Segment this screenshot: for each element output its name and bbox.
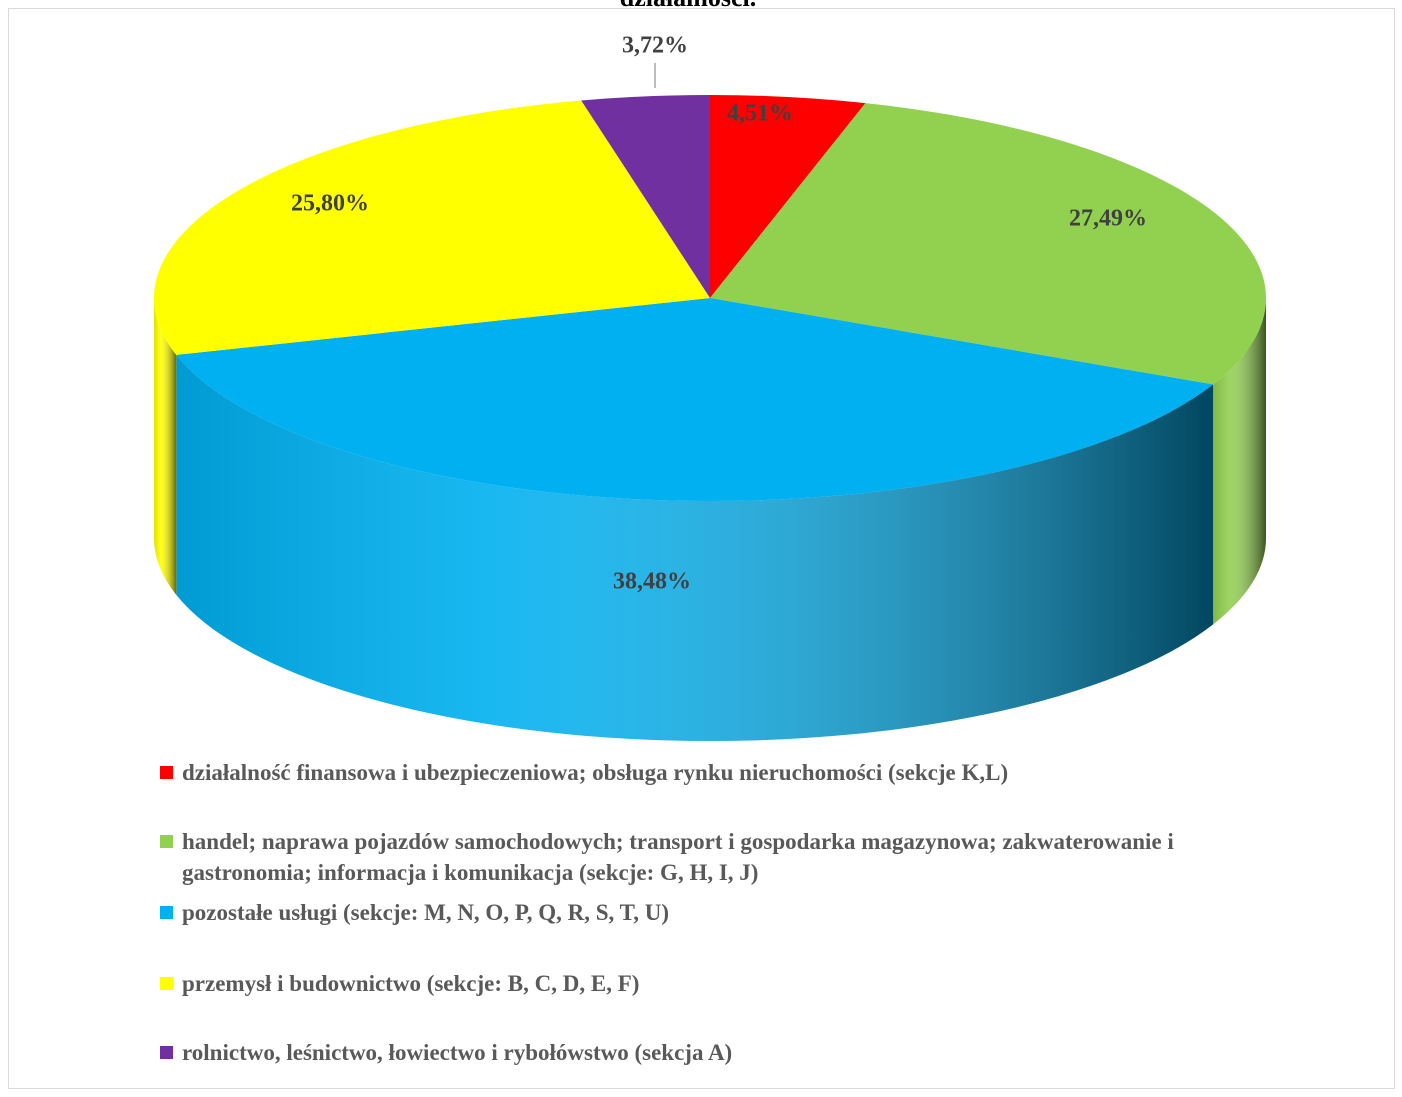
- legend-swatch: [160, 835, 173, 848]
- data-label: 3,72%: [622, 33, 688, 59]
- legend-swatch: [160, 977, 173, 990]
- slice: [154, 100, 710, 355]
- legend-swatch: [160, 1046, 173, 1059]
- legend-item: rolnictwo, leśnictwo, łowiectwo i rybołó…: [160, 1037, 1200, 1068]
- legend-label: pozostałe usługi (sekcje: M, N, O, P, Q,…: [182, 900, 670, 925]
- legend-item: pozostałe usługi (sekcje: M, N, O, P, Q,…: [160, 897, 1200, 928]
- legend-swatch: [160, 906, 173, 919]
- slice: [710, 95, 866, 298]
- slice: [581, 95, 710, 298]
- chart-title: działalności.: [620, 0, 757, 12]
- slice: [176, 298, 1214, 501]
- legend-label: handel; naprawa pojazdów samochodowych; …: [182, 829, 1174, 885]
- legend-label: działalność finansowa i ubezpieczeniowa;…: [182, 760, 1009, 785]
- legend-item: działalność finansowa i ubezpieczeniowa;…: [160, 757, 1200, 788]
- side-shade: [154, 298, 177, 595]
- side-shade: [176, 354, 1214, 741]
- legend-label: rolnictwo, leśnictwo, łowiectwo i rybołó…: [182, 1040, 733, 1065]
- legend-label: przemysł i budownictwo (sekcje: B, C, D,…: [182, 971, 640, 996]
- data-label: 4,51%: [727, 101, 793, 127]
- data-label: 25,80%: [291, 191, 369, 217]
- data-label: 38,48%: [613, 569, 691, 595]
- legend-item: handel; naprawa pojazdów samochodowych; …: [160, 826, 1200, 888]
- slice: [710, 103, 1266, 385]
- legend-swatch: [160, 766, 173, 779]
- side-shade: [1213, 298, 1266, 625]
- chart-frame: [8, 8, 1395, 1089]
- data-label: 27,49%: [1069, 206, 1147, 232]
- legend-item: przemysł i budownictwo (sekcje: B, C, D,…: [160, 968, 1200, 999]
